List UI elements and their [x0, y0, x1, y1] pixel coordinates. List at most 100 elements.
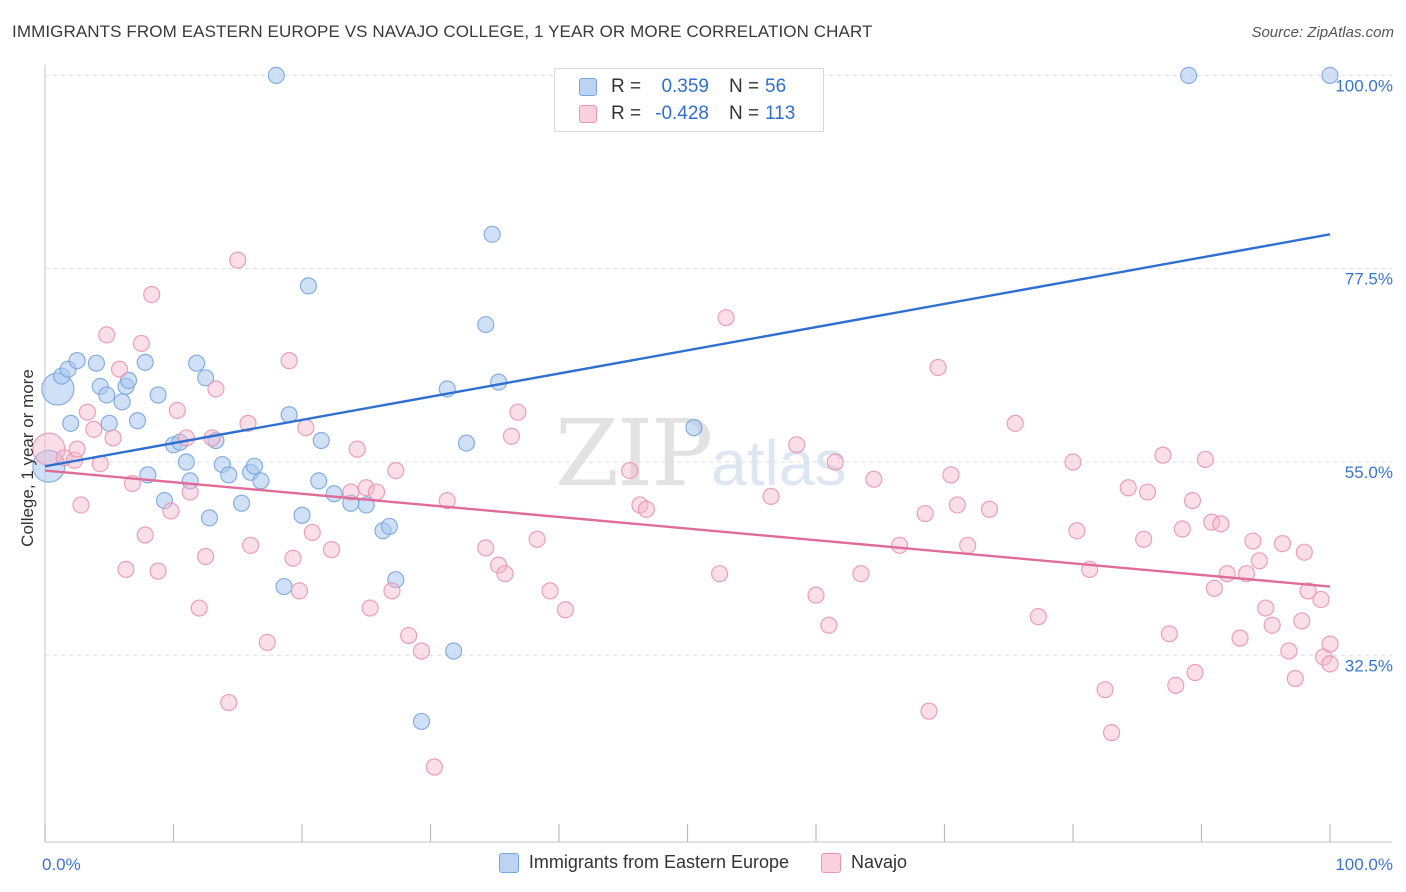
eastern-europe-point: [685, 419, 703, 437]
navajo-point: [1273, 535, 1292, 553]
legend-n-value: 113: [765, 103, 796, 124]
navajo-point: [1183, 492, 1202, 510]
navajo-point: [412, 642, 431, 660]
eastern-europe-point: [299, 277, 318, 295]
eastern-europe-point: [188, 354, 206, 372]
eastern-europe-point: [1180, 66, 1198, 85]
axis-layer: [44, 65, 1392, 843]
navajo-point: [1250, 552, 1268, 570]
eastern-europe-point: [197, 369, 215, 387]
navajo-point: [541, 582, 559, 600]
navajo-point: [980, 500, 999, 518]
eastern-europe-point: [149, 386, 167, 404]
navajo-point: [948, 496, 966, 514]
navajo-point: [1205, 579, 1223, 597]
navajo-point: [1138, 483, 1157, 501]
navajo-point: [865, 470, 883, 488]
navajo-point: [621, 461, 639, 480]
navajo-point: [303, 523, 321, 542]
navajo-point: [280, 352, 298, 370]
watermark: ZIPatlas: [555, 400, 846, 507]
bottom-legend-swatch-blue: [498, 852, 519, 873]
navajo-point: [1321, 655, 1339, 673]
eastern-europe-point: [155, 492, 174, 510]
eastern-europe-point: [252, 472, 270, 490]
navajo-point: [181, 483, 199, 501]
navajo-point: [826, 453, 844, 471]
legend-r-value: 0.359: [661, 76, 709, 97]
navajo-point: [197, 547, 215, 566]
navajo-point: [1280, 642, 1298, 660]
eastern-europe-point: [1321, 66, 1339, 85]
navajo-point: [110, 360, 129, 378]
bottom-legend-swatch-pink: [821, 852, 842, 873]
y-axis-label: College, 1 year or more: [18, 369, 37, 547]
tick-label-layer: 32.5% 55.0% 77.5% 100.0% 0.0% 100.0%: [42, 76, 1393, 874]
navajo-point: [1006, 414, 1024, 432]
navajo-point: [490, 556, 508, 574]
eastern-europe-point: [445, 642, 463, 660]
navajo-point: [528, 530, 546, 548]
legend-row-eastern-europe: R = 0.359 N = 56: [579, 75, 786, 99]
y-tick-label: 100.0%: [1335, 76, 1393, 95]
navajo-point: [190, 599, 208, 617]
navajo-point: [117, 560, 135, 578]
navajo-point: [1096, 681, 1114, 699]
navajo-point: [1299, 582, 1317, 600]
navajo-point: [502, 427, 521, 445]
legend-n-value: 56: [765, 76, 787, 97]
navajo-point: [1154, 446, 1172, 464]
eastern-europe-point: [177, 453, 195, 471]
eastern-europe-point: [483, 225, 501, 243]
x-tick-label: 100.0%: [1335, 855, 1393, 874]
eastern-europe-point: [310, 472, 328, 490]
legend-r-value: -0.428: [655, 103, 709, 124]
navajo-point: [890, 536, 909, 554]
y-tick-label: 55.0%: [1345, 463, 1393, 482]
navajo-point: [400, 626, 418, 645]
navajo-point: [242, 536, 260, 554]
navajo-point: [820, 616, 838, 634]
navajo-point: [496, 565, 514, 583]
navajo-point: [1257, 599, 1275, 617]
eastern-europe-point: [312, 431, 330, 450]
navajo-point: [68, 440, 86, 458]
legend-n-label: N =: [729, 103, 760, 124]
navajo-point: [959, 536, 977, 554]
navajo-point: [239, 414, 257, 432]
navajo-point: [290, 582, 309, 600]
eastern-europe-point: [477, 315, 495, 334]
eastern-europe-point: [490, 373, 508, 391]
navajo-point: [1293, 612, 1311, 630]
legend-swatch-pink: [579, 105, 597, 123]
navajo-point: [1064, 453, 1082, 471]
navajo-point: [162, 502, 180, 520]
eastern-europe-point: [380, 517, 398, 536]
eastern-europe-point: [87, 354, 106, 372]
navajo-point: [1119, 479, 1137, 497]
legend-box: R = 0.359 N = 56 R = -0.428 N = 113: [554, 68, 824, 132]
navajo-point: [220, 693, 238, 712]
navajo-point: [357, 479, 375, 497]
navajo-point: [425, 758, 443, 776]
legend-row-navajo: R = -0.428 N = 113: [579, 102, 795, 126]
navajo-point: [348, 440, 366, 458]
navajo-point: [920, 702, 938, 720]
navajo-point: [207, 380, 225, 398]
navajo-point: [1286, 669, 1304, 688]
navajo-point: [1029, 608, 1047, 626]
navajo-point: [383, 582, 401, 600]
eastern-europe-point: [136, 353, 154, 371]
eastern-europe-point: [128, 412, 147, 430]
navajo-point: [477, 539, 495, 557]
eastern-europe-point: [119, 371, 138, 389]
navajo-point: [1244, 532, 1262, 550]
bottom-legend-navajo: Navajo: [821, 852, 907, 873]
eastern-europe-point: [245, 457, 264, 475]
navajo-point: [762, 487, 780, 505]
navajo-point: [98, 326, 116, 344]
watermark-atlas: atlas: [711, 427, 847, 499]
bottom-legend-label: Navajo: [851, 852, 908, 872]
navajo-point: [1068, 522, 1086, 540]
y-tick-label: 77.5%: [1345, 270, 1393, 289]
